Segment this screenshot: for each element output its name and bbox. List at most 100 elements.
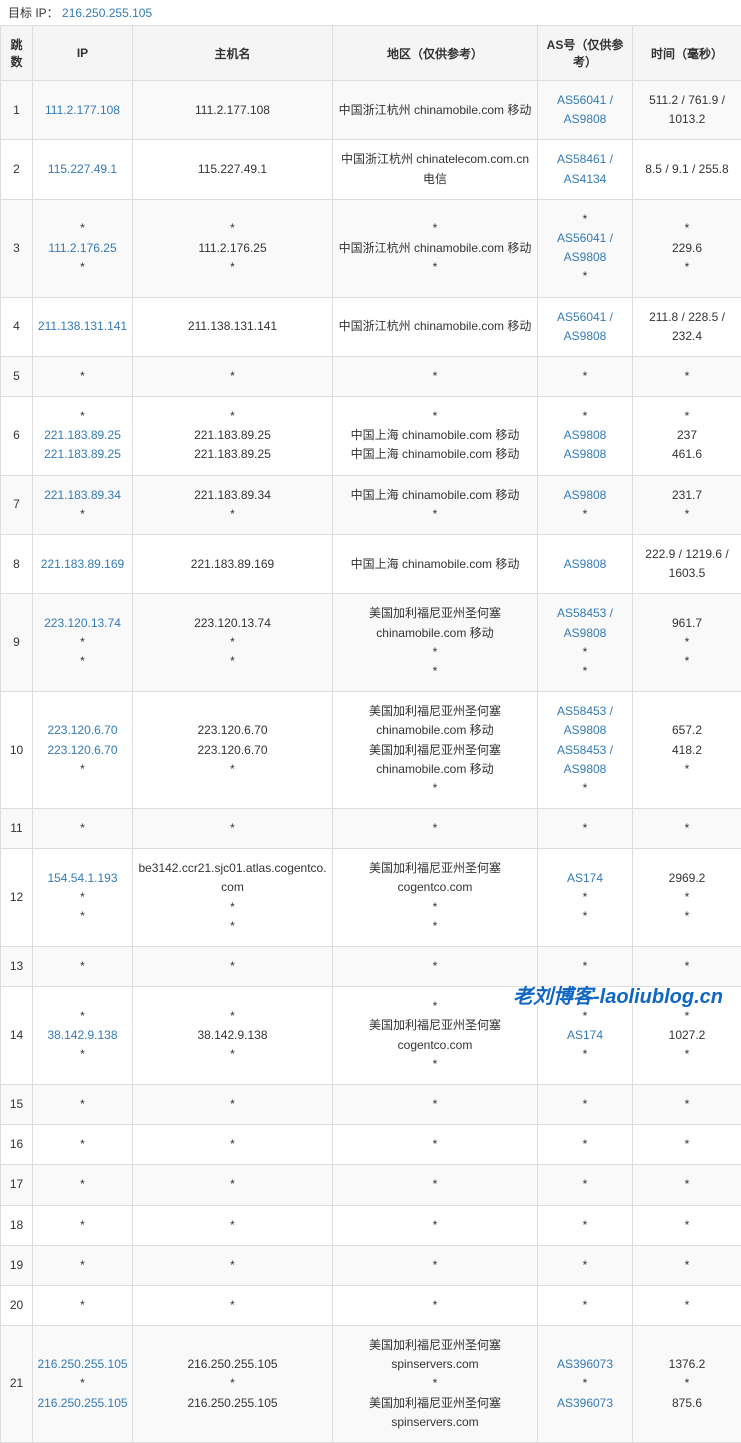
cell-ip-line[interactable]: 111.2.177.108: [37, 101, 128, 120]
cell-ip-line[interactable]: 221.183.89.34: [37, 486, 128, 505]
cell-as-line[interactable]: AS396073: [542, 1394, 628, 1413]
cell-host: *: [133, 1165, 333, 1205]
cell-region-line: *: [337, 1296, 533, 1315]
table-row: 21216.250.255.105*216.250.255.105216.250…: [1, 1326, 741, 1443]
cell-host: *: [133, 1084, 333, 1124]
cell-host-line: *: [137, 652, 328, 671]
cell-as-line: *: [542, 407, 628, 426]
cell-as-line[interactable]: AS174: [542, 1026, 628, 1045]
cell-host-line: 111.2.177.108: [137, 101, 328, 120]
cell-hop: 3: [1, 199, 33, 297]
cell-ip-line[interactable]: 223.120.6.70: [37, 721, 128, 740]
cell-time-line: 1027.2: [637, 1026, 737, 1045]
table-row: 11*****: [1, 809, 741, 849]
cell-as-line: *: [542, 662, 628, 681]
cell-time-line: 211.8 / 228.5 / 232.4: [637, 308, 737, 346]
cell-as: *: [538, 1125, 633, 1165]
cell-ip-line[interactable]: 221.183.89.25: [37, 426, 128, 445]
cell-time-line: *: [637, 258, 737, 277]
table-row: 12154.54.1.193**be3142.ccr21.sjc01.atlas…: [1, 849, 741, 947]
cell-hop: 8: [1, 535, 33, 594]
target-ip-value[interactable]: 216.250.255.105: [62, 6, 152, 20]
cell-region-line: *: [337, 258, 533, 277]
cell-hop: 2: [1, 140, 33, 199]
cell-region-line: *: [337, 1175, 533, 1194]
table-row: 7221.183.89.34*221.183.89.34*中国上海 chinam…: [1, 475, 741, 534]
cell-time: *: [633, 1205, 741, 1245]
cell-ip-line[interactable]: 223.120.13.74: [37, 614, 128, 633]
table-row: 9223.120.13.74**223.120.13.74**美国加利福尼亚州圣…: [1, 594, 741, 692]
cell-time-line: 2969.2: [637, 869, 737, 888]
cell-hop: 13: [1, 947, 33, 987]
cell-ip-line[interactable]: 216.250.255.105: [37, 1355, 128, 1374]
cell-time: *: [633, 1245, 741, 1285]
cell-region: 美国加利福尼亚州圣何塞 chinamobile.com 移动**: [333, 594, 538, 692]
cell-region-line: *: [337, 917, 533, 936]
cell-ip-line[interactable]: 223.120.6.70: [37, 741, 128, 760]
cell-as-line[interactable]: AS174: [542, 869, 628, 888]
cell-time: 511.2 / 761.9 / 1013.2: [633, 81, 741, 140]
cell-time-line: *: [637, 1374, 737, 1393]
cell-region-line: 美国加利福尼亚州圣何塞 cogentco.com: [337, 1016, 533, 1054]
cell-region-line: 美国加利福尼亚州圣何塞 cogentco.com: [337, 859, 533, 897]
cell-time-line: 875.6: [637, 1394, 737, 1413]
cell-ip-line[interactable]: 111.2.176.25: [37, 239, 128, 258]
cell-ip-line[interactable]: 154.54.1.193: [37, 869, 128, 888]
cell-time-line: *: [637, 1095, 737, 1114]
cell-time-line: *: [637, 505, 737, 524]
cell-ip: *: [33, 1285, 133, 1325]
cell-ip-line[interactable]: 221.183.89.169: [37, 555, 128, 574]
cell-time-line: *: [637, 652, 737, 671]
cell-as-line[interactable]: AS9808: [542, 445, 628, 464]
cell-hop: 19: [1, 1245, 33, 1285]
cell-ip-line: *: [37, 760, 128, 779]
cell-ip: 221.183.89.169: [33, 535, 133, 594]
cell-host: *38.142.9.138*: [133, 987, 333, 1085]
cell-ip-line[interactable]: 115.227.49.1: [37, 160, 128, 179]
cell-ip: *221.183.89.25221.183.89.25: [33, 397, 133, 476]
cell-ip-line[interactable]: 221.183.89.25: [37, 445, 128, 464]
cell-host: 223.120.13.74**: [133, 594, 333, 692]
cell-time: *229.6*: [633, 199, 741, 297]
cell-as-line: *: [542, 505, 628, 524]
cell-hop: 5: [1, 356, 33, 396]
cell-as-line[interactable]: AS9808: [542, 555, 628, 574]
cell-as-line[interactable]: AS58453 / AS9808: [542, 702, 628, 740]
cell-time: *: [633, 1125, 741, 1165]
cell-region-line: 中国浙江杭州 chinamobile.com 移动: [337, 239, 533, 258]
cell-as-line[interactable]: AS56041 / AS9808: [542, 91, 628, 129]
cell-as-line: *: [542, 1045, 628, 1064]
cell-time-line: 657.2: [637, 721, 737, 740]
cell-as-line[interactable]: AS9808: [542, 486, 628, 505]
cell-as-line[interactable]: AS56041 / AS9808: [542, 308, 628, 346]
cell-ip-line[interactable]: 211.138.131.141: [37, 317, 128, 336]
cell-time-line: *: [637, 1045, 737, 1064]
cell-as-line[interactable]: AS9808: [542, 426, 628, 445]
cell-as-line: *: [542, 1216, 628, 1235]
cell-time-line: *: [637, 1256, 737, 1275]
cell-host-line: *: [137, 1296, 328, 1315]
table-row: 8221.183.89.169221.183.89.169中国上海 chinam…: [1, 535, 741, 594]
cell-as-line[interactable]: AS56041 / AS9808: [542, 229, 628, 267]
cell-ip-line: *: [37, 1216, 128, 1235]
cell-region-line: 中国上海 chinamobile.com 移动: [337, 445, 533, 464]
cell-region: 美国加利福尼亚州圣何塞 chinamobile.com 移动美国加利福尼亚州圣何…: [333, 692, 538, 809]
cell-host-line: *: [137, 1007, 328, 1026]
cell-as-line[interactable]: AS58461 / AS4134: [542, 150, 628, 188]
cell-as-line[interactable]: AS58453 / AS9808: [542, 741, 628, 779]
cell-region-line: 中国浙江杭州 chinamobile.com 移动: [337, 101, 533, 120]
cell-ip-line[interactable]: 216.250.255.105: [37, 1394, 128, 1413]
col-header-time: 时间（毫秒）: [633, 26, 741, 81]
cell-as-line[interactable]: AS58453 / AS9808: [542, 604, 628, 642]
cell-region: *: [333, 1285, 538, 1325]
col-header-ip: IP: [33, 26, 133, 81]
cell-region: 中国上海 chinamobile.com 移动*: [333, 475, 538, 534]
cell-region: *: [333, 809, 538, 849]
cell-time: *1027.2*: [633, 987, 741, 1085]
cell-as-line: *: [542, 267, 628, 286]
traceroute-table: 跳数 IP 主机名 地区（仅供参考） AS号（仅供参考） 时间（毫秒） 1111…: [0, 25, 741, 1443]
cell-ip-line[interactable]: 38.142.9.138: [37, 1026, 128, 1045]
cell-as-line[interactable]: AS396073: [542, 1355, 628, 1374]
cell-region-line: 美国加利福尼亚州圣何塞 chinamobile.com 移动: [337, 604, 533, 642]
cell-ip-line: *: [37, 407, 128, 426]
